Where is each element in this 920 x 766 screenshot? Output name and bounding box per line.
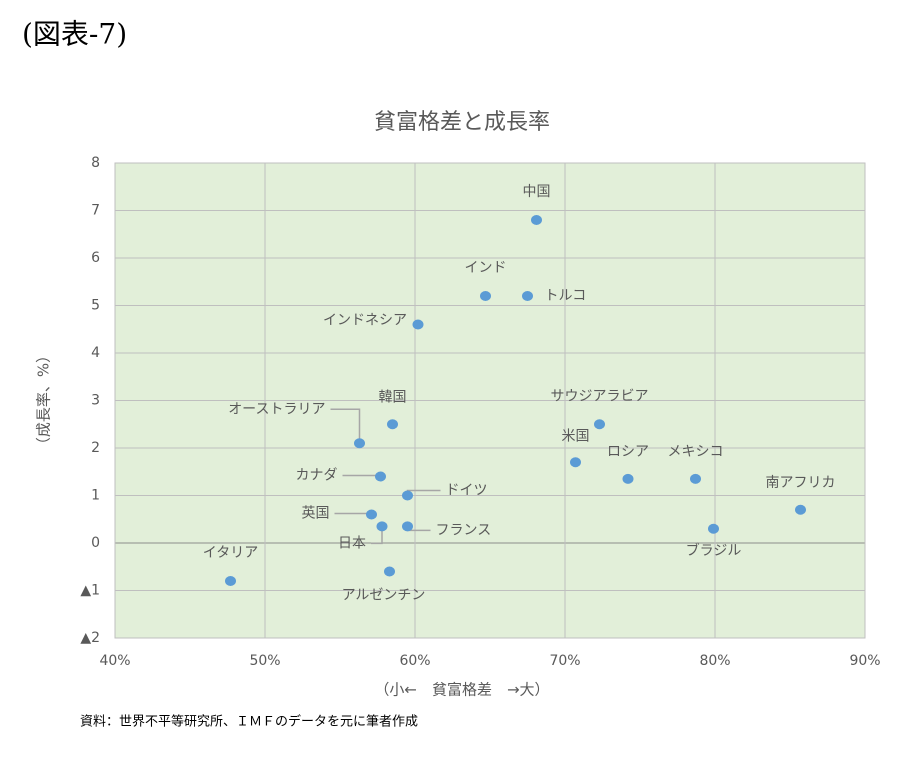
x-tick-label: 50% (249, 653, 280, 669)
point-label: カナダ (296, 468, 338, 484)
point-label: 日本 (338, 535, 366, 551)
point-label: フランス (436, 522, 492, 538)
y-tick-label: ▲2 (80, 630, 100, 646)
point-label: 英国 (302, 505, 330, 522)
point (690, 473, 701, 484)
point (366, 509, 377, 520)
point (354, 438, 365, 449)
y-tick-label: 3 (91, 393, 100, 409)
x-tick-label: 60% (399, 653, 430, 669)
point (375, 471, 386, 482)
y-tick-label: 4 (91, 345, 100, 361)
leader-line (371, 526, 383, 545)
y-tick-label: 8 (91, 155, 100, 171)
x-tick-label: 90% (849, 653, 880, 669)
point-label: アルゼンチン (342, 588, 426, 604)
point-label: インドネシア (323, 313, 407, 329)
point-label: ロシア (607, 444, 649, 460)
point-label: オーストラリア (228, 401, 325, 417)
point (570, 457, 581, 468)
x-tick-label: 40% (99, 653, 130, 669)
y-axis-label: （成長率、%） (35, 348, 53, 452)
point (225, 576, 236, 586)
point (412, 319, 424, 330)
point-label: 南アフリカ (766, 475, 836, 491)
x-tick-label: 70% (549, 653, 580, 669)
y-tick-label: 7 (91, 203, 100, 219)
point (387, 419, 398, 430)
point-label: 韓国 (379, 389, 407, 405)
point-label: トルコ (545, 288, 587, 304)
point-label: インド (465, 260, 507, 276)
point (402, 490, 413, 501)
point-label: 米国 (562, 428, 590, 444)
point (795, 504, 806, 515)
point (622, 473, 634, 484)
point (708, 523, 719, 534)
point-label: メキシコ (668, 444, 724, 460)
leader-line (330, 408, 361, 444)
point (480, 291, 491, 301)
y-tick-label: ▲1 (80, 583, 100, 599)
point (376, 521, 388, 532)
figure-number: (図表-7) (22, 18, 127, 51)
chart-title: 貧富格差と成長率 (374, 110, 550, 135)
point-label: 中国 (523, 184, 551, 200)
point-label: ドイツ (446, 483, 488, 499)
y-tick-label: 5 (91, 298, 100, 314)
point (522, 291, 533, 301)
point-label: ブラジル (686, 542, 742, 559)
y-tick-label: 6 (91, 250, 100, 266)
y-tick-label: 0 (91, 535, 100, 551)
point-label: サウジアラビア (551, 388, 649, 404)
point (594, 419, 605, 430)
point-label: イタリア (203, 545, 258, 561)
x-tick-label: 80% (699, 653, 730, 669)
point (531, 215, 542, 225)
y-tick-label: 1 (91, 488, 100, 504)
source-note: 資料：世界不平等研究所、ＩＭＦのデータを元に筆者作成 (80, 714, 418, 730)
y-tick-label: 2 (91, 440, 100, 456)
point (384, 566, 395, 577)
x-axis-label: （小← 貧富格差 →大） (374, 681, 549, 699)
point (402, 521, 413, 532)
